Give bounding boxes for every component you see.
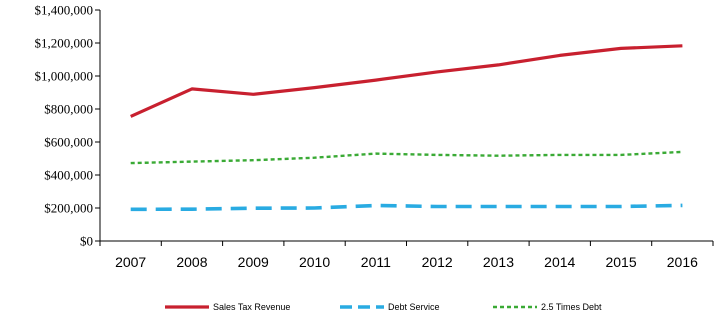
y-tick-label: $1,200,000 xyxy=(35,36,94,51)
data-point xyxy=(313,86,315,88)
data-point xyxy=(497,154,499,156)
series-line-0 xyxy=(130,44,683,118)
y-tick-label: $0 xyxy=(80,234,93,249)
data-point xyxy=(620,205,622,207)
data-point xyxy=(436,205,438,207)
data-point xyxy=(559,154,561,156)
data-point xyxy=(681,45,683,47)
data-point xyxy=(436,71,438,73)
legend: Sales Tax Revenue Debt Service 2.5 Times D… xyxy=(165,302,602,312)
y-tick-label: $1,000,000 xyxy=(35,69,94,84)
y-tick-label: $800,000 xyxy=(44,102,93,117)
series-line-2 xyxy=(130,150,683,165)
data-point xyxy=(436,154,438,156)
data-point xyxy=(129,208,131,210)
data-point xyxy=(191,160,193,162)
data-point xyxy=(191,208,193,210)
data-point xyxy=(681,204,683,206)
x-axis-ticks: 2007 2008 2009 2010 2011 2012 2013 2014 2015 2016 xyxy=(99,241,714,270)
y-tick-label: $200,000 xyxy=(44,201,93,216)
legend-label: 2.5 Times Debt xyxy=(541,302,602,312)
y-tick-label: $1,400,000 xyxy=(35,3,94,18)
data-point xyxy=(252,159,254,161)
x-tick-label: 2016 xyxy=(667,254,698,270)
data-point xyxy=(129,162,131,164)
data-point xyxy=(252,93,254,95)
data-point xyxy=(375,152,377,154)
data-point xyxy=(129,115,131,117)
x-tick-label: 2013 xyxy=(483,254,514,270)
data-point xyxy=(252,207,254,209)
data-point xyxy=(191,88,193,90)
data-point xyxy=(620,154,622,156)
legend-label: Sales Tax Revenue xyxy=(213,302,290,312)
data-point xyxy=(375,204,377,206)
data-point xyxy=(497,64,499,66)
series-line-1 xyxy=(130,203,683,212)
data-point xyxy=(559,205,561,207)
x-tick-label: 2009 xyxy=(238,254,269,270)
x-tick-label: 2008 xyxy=(176,254,207,270)
y-axis-ticks: $0 $200,000 $400,000 $600,000 $800,000 $1,000… xyxy=(35,3,100,249)
data-point xyxy=(559,54,561,56)
data-point xyxy=(313,156,315,158)
data-point xyxy=(681,151,683,153)
x-tick-label: 2011 xyxy=(361,254,391,270)
y-tick-label: $400,000 xyxy=(44,168,93,183)
legend-label: Debt Service xyxy=(388,302,440,312)
data-point xyxy=(313,207,315,209)
data-point xyxy=(375,79,377,81)
x-tick-label: 2010 xyxy=(299,254,330,270)
x-tick-label: 2015 xyxy=(605,254,636,270)
data-point xyxy=(620,47,622,49)
data-point xyxy=(497,205,499,207)
series-layer xyxy=(129,44,683,212)
x-tick-label: 2007 xyxy=(115,254,146,270)
x-tick-label: 2014 xyxy=(544,254,575,270)
y-tick-label: $600,000 xyxy=(44,135,93,150)
x-tick-label: 2012 xyxy=(422,254,453,270)
